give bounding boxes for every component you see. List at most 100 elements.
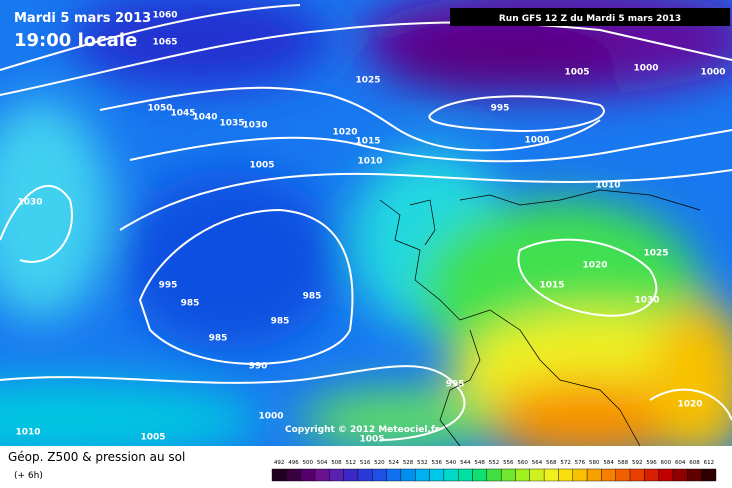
run-box [450, 8, 730, 26]
isobar-label: 1000 [524, 136, 549, 146]
scale-swatch [486, 468, 502, 482]
scale-swatch [372, 468, 387, 482]
scale-label: 512 [346, 460, 357, 466]
isobar-lines [0, 4, 732, 441]
isobar-label: 985 [181, 299, 200, 309]
isobar-label: 990 [249, 362, 268, 372]
scale-swatch [558, 468, 573, 482]
scale-label: 580 [589, 460, 600, 466]
scale-swatch [515, 468, 531, 482]
isobar-label: 1020 [677, 400, 702, 410]
isobar-label: 985 [271, 317, 290, 327]
isobar-label: 1005 [359, 435, 384, 445]
scale-swatch [543, 468, 559, 482]
time: 19:00 locale [14, 30, 137, 51]
scale-label: 500 [303, 460, 314, 466]
legend-title: Géop. Z500 & pression au sol [8, 450, 185, 464]
scale-label: 604 [675, 460, 686, 466]
scale-label: 520 [374, 460, 385, 466]
scale-swatch [687, 468, 702, 482]
isobar-label: 1030 [17, 198, 42, 208]
scale-label: 544 [460, 460, 471, 466]
scale-label: 532 [417, 460, 428, 466]
scale-swatch [343, 468, 359, 482]
isobar-label: 1020 [582, 261, 607, 271]
geopotential-field [0, 0, 732, 460]
scale-label: 600 [661, 460, 672, 466]
scale-swatch [314, 468, 330, 482]
isobar-label: 995 [159, 281, 178, 291]
scale-label: 540 [446, 460, 457, 466]
isobar-label: 1060 [152, 11, 177, 21]
isobar-label: 1005 [564, 68, 589, 78]
isobar-label: 1015 [539, 281, 564, 291]
scale-label: 608 [689, 460, 700, 466]
isobar-label: 995 [446, 380, 465, 390]
scale-swatch [271, 468, 287, 482]
scale-swatch [443, 468, 459, 482]
scale-swatch [629, 468, 645, 482]
scale-label: 536 [431, 460, 442, 466]
isobar-label: 1045 [170, 109, 195, 119]
scale-label: 560 [517, 460, 528, 466]
scale-label: 588 [618, 460, 629, 466]
scale-label: 508 [331, 460, 342, 466]
isobar-label: 1065 [152, 38, 177, 48]
scale-label: 528 [403, 460, 414, 466]
scale-label: 516 [360, 460, 371, 466]
coastlines [379, 189, 701, 447]
scale-swatch [615, 468, 631, 482]
scale-label: 584 [603, 460, 614, 466]
scale-label: 548 [474, 460, 485, 466]
scale-swatch [586, 468, 602, 482]
scale-swatch [286, 468, 301, 482]
scale-swatch [529, 468, 545, 482]
scale-swatch [429, 468, 445, 482]
scale-swatch [701, 468, 717, 482]
scale-label: 612 [704, 460, 715, 466]
isobar-label: 1025 [355, 76, 380, 86]
scale-swatch [500, 468, 516, 482]
scale-swatch [415, 468, 430, 482]
isobar-label: 985 [303, 292, 322, 302]
scale-swatch [457, 468, 473, 482]
scale-swatch [400, 468, 416, 482]
isobar-label: 1000 [258, 412, 283, 422]
isobar-label: 995 [491, 104, 510, 114]
scale-swatch [472, 468, 488, 482]
scale-swatch [601, 468, 616, 482]
scale-label: 592 [632, 460, 643, 466]
isobar-label: 1010 [15, 428, 40, 438]
isobar-label: 1030 [634, 296, 659, 306]
scale-label: 564 [532, 460, 543, 466]
run-info: Run GFS 12 Z du Mardi 5 mars 2013 [499, 14, 681, 24]
isobar-label: 1005 [140, 433, 165, 443]
isobar-label: 1025 [643, 249, 668, 259]
isobar-label: 1010 [357, 157, 382, 167]
isobar-label: 1000 [700, 68, 725, 78]
isobar-label: 1030 [242, 121, 267, 131]
isobar-label: 1000 [633, 64, 658, 74]
isobar-label: 1035 [219, 119, 244, 129]
scale-swatch [329, 468, 344, 482]
isobar-label: 985 [209, 334, 228, 344]
scale-label: 552 [489, 460, 500, 466]
isobar-label: 1005 [249, 161, 274, 171]
scale-label: 524 [388, 460, 399, 466]
date: Mardi 5 mars 2013 [14, 11, 151, 26]
isobar-label: 1040 [192, 113, 217, 123]
scale-label: 568 [546, 460, 557, 466]
scale-swatch [357, 468, 373, 482]
isobar-label: 1050 [147, 104, 172, 114]
isobar-label: 1010 [595, 181, 620, 191]
scale-label: 572 [560, 460, 571, 466]
scale-label: 504 [317, 460, 328, 466]
scale-label: 576 [575, 460, 586, 466]
scale-label: 596 [646, 460, 657, 466]
scale-swatch [386, 468, 402, 482]
scale-swatch [658, 468, 674, 482]
isobar-label: 1020 [332, 128, 357, 138]
scale-swatch [644, 468, 659, 482]
copyright: Copyright © 2012 Meteociel.fr [285, 425, 440, 435]
